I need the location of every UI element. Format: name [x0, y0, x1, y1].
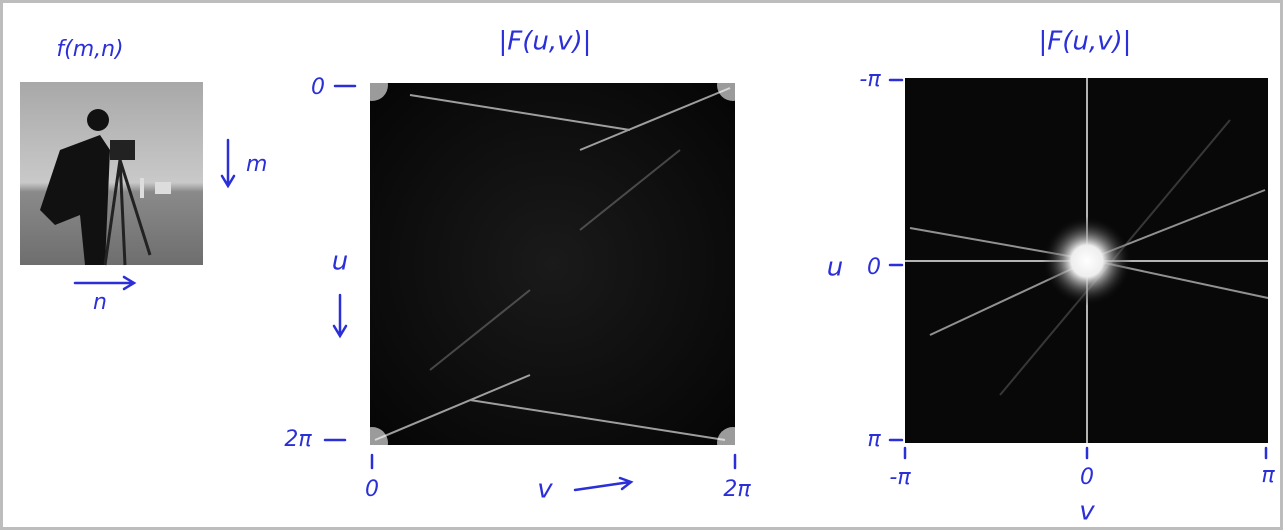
- row-tick: 2π: [284, 427, 312, 452]
- cameraman-photo: [20, 82, 203, 265]
- spectrum-image: [370, 83, 735, 445]
- row-tick: 0: [867, 255, 881, 280]
- row-axis-label: u: [332, 247, 348, 277]
- row-tick: 0: [311, 75, 325, 100]
- row-axis-label: u: [827, 253, 843, 283]
- col-tick: 0: [365, 477, 379, 502]
- col-axis-label: v: [537, 475, 553, 505]
- row-axis-label: m: [246, 152, 267, 177]
- image-label: f(m,n): [56, 37, 123, 62]
- col-tick: 2π: [723, 477, 751, 502]
- row-tick: -π: [859, 67, 881, 92]
- slide: f(m,n) m n |F(u,v)| 0 u 2π 0 v 2π: [0, 0, 1283, 530]
- col-tick: -π: [889, 465, 911, 490]
- col-axis-label: n: [93, 290, 107, 315]
- row-tick: π: [867, 427, 881, 452]
- col-axis-label: v: [1079, 497, 1095, 527]
- col-tick: π: [1261, 463, 1275, 488]
- panel-title: |F(u,v)|: [1039, 27, 1132, 57]
- col-tick: 0: [1080, 465, 1094, 490]
- panel-title: |F(u,v)|: [499, 27, 592, 57]
